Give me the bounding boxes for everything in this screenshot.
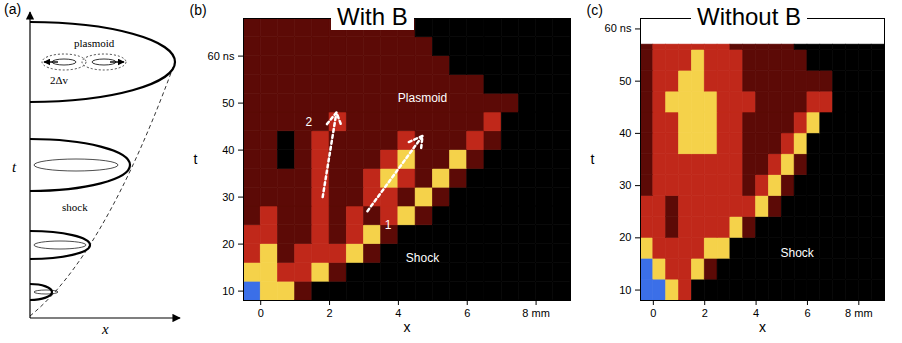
svg-text:4: 4 xyxy=(753,307,759,319)
svg-text:x: x xyxy=(404,319,411,335)
svg-text:1: 1 xyxy=(385,218,392,232)
svg-text:8 mm: 8 mm xyxy=(845,307,873,319)
svg-text:60 ns: 60 ns xyxy=(208,50,235,62)
svg-text:0: 0 xyxy=(258,307,264,319)
svg-text:shock: shock xyxy=(62,201,88,213)
svg-text:4: 4 xyxy=(395,307,401,319)
svg-text:2: 2 xyxy=(326,307,332,319)
svg-text:6: 6 xyxy=(804,307,810,319)
svg-text:Shock: Shock xyxy=(406,251,440,265)
svg-text:50: 50 xyxy=(222,97,234,109)
svg-text:20: 20 xyxy=(222,238,234,250)
svg-text:0: 0 xyxy=(650,307,656,319)
svg-text:(a): (a) xyxy=(4,1,21,17)
svg-text:50: 50 xyxy=(619,75,631,87)
svg-text:8 mm: 8 mm xyxy=(522,307,550,319)
svg-text:40: 40 xyxy=(619,127,631,139)
svg-text:t: t xyxy=(591,151,595,167)
svg-text:2Δv: 2Δv xyxy=(50,74,69,86)
svg-text:2: 2 xyxy=(306,115,313,129)
svg-text:30: 30 xyxy=(619,179,631,191)
svg-text:40: 40 xyxy=(222,144,234,156)
svg-text:(b): (b) xyxy=(190,2,207,18)
svg-text:t: t xyxy=(194,151,198,167)
svg-text:plasmoid: plasmoid xyxy=(74,37,115,49)
html-text:Without B: Without B xyxy=(697,3,801,30)
svg-text:10: 10 xyxy=(222,285,234,297)
svg-text:x: x xyxy=(101,321,109,337)
svg-text:10: 10 xyxy=(619,284,631,296)
svg-text:Plasmoid: Plasmoid xyxy=(398,91,447,105)
svg-text:(c): (c) xyxy=(587,2,603,18)
svg-text:6: 6 xyxy=(464,307,470,319)
svg-text:t: t xyxy=(12,159,17,175)
svg-text:2: 2 xyxy=(702,307,708,319)
svg-text:30: 30 xyxy=(222,191,234,203)
svg-text:60 ns: 60 ns xyxy=(605,22,632,34)
svg-text:20: 20 xyxy=(619,231,631,243)
svg-text:x: x xyxy=(759,319,766,335)
svg-text:Shock: Shock xyxy=(780,246,814,260)
html-text:With B: With B xyxy=(337,3,408,30)
